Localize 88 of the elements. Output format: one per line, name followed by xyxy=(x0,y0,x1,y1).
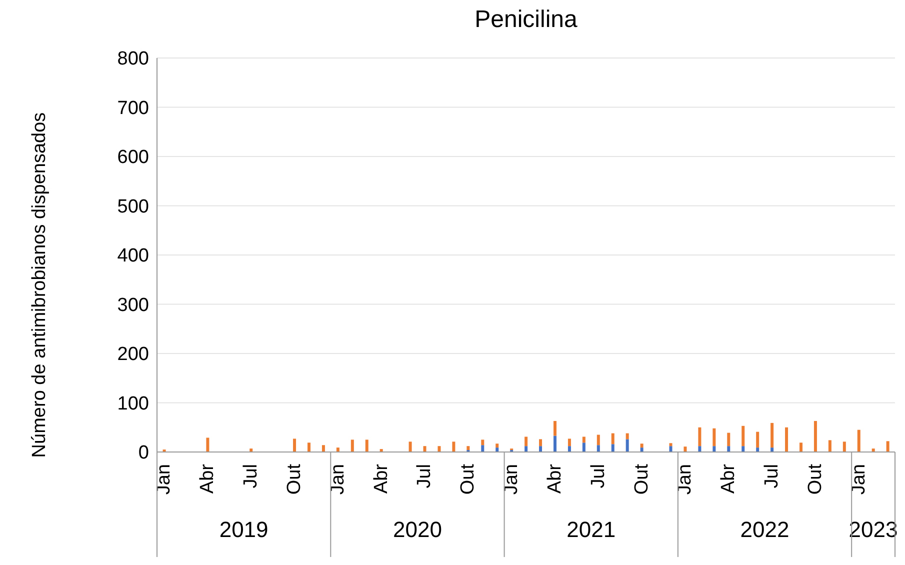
bar xyxy=(770,422,774,448)
bar xyxy=(799,442,802,452)
bar xyxy=(684,446,687,452)
bar xyxy=(336,448,340,452)
text: 2019 xyxy=(219,517,268,543)
bar xyxy=(669,446,672,452)
x-tick-label: Abr xyxy=(544,463,566,494)
bar xyxy=(828,440,832,452)
bar xyxy=(481,445,484,452)
bar xyxy=(496,444,499,448)
x-tick-label: Jan xyxy=(327,464,348,495)
bar xyxy=(640,444,644,448)
x-tick-label: Jan xyxy=(848,464,870,495)
bar xyxy=(626,433,629,440)
bar xyxy=(727,446,730,452)
bar xyxy=(582,442,586,452)
y-tick-label: 800 xyxy=(117,48,149,70)
text: 2020 xyxy=(392,517,442,543)
bar xyxy=(742,426,745,446)
bar xyxy=(568,446,571,452)
bar xyxy=(886,441,890,452)
bar xyxy=(582,436,586,443)
bar xyxy=(568,438,571,446)
x-tick-label: Abr xyxy=(370,463,392,494)
x-tick-label: Out xyxy=(804,463,826,495)
bar xyxy=(481,440,484,446)
y-tick-label: 200 xyxy=(117,344,149,366)
bar xyxy=(611,433,614,444)
x-tick-label: Abr xyxy=(197,463,218,494)
bar xyxy=(842,442,846,452)
bar xyxy=(596,445,600,452)
bar xyxy=(350,440,354,452)
y-tick-label: 700 xyxy=(117,98,149,119)
x-tick-label: Jul xyxy=(762,464,782,488)
x-tick-label: Jan xyxy=(674,464,696,495)
x-tick-label: Jan xyxy=(154,464,175,495)
bar xyxy=(438,446,441,452)
y-tick-label: 600 xyxy=(117,147,149,168)
bar xyxy=(596,434,600,446)
bar xyxy=(698,427,702,446)
y-tick-label: 100 xyxy=(117,393,149,414)
y-tick-label: 500 xyxy=(117,196,149,218)
chart-title: Penicilina xyxy=(474,6,578,34)
bar xyxy=(307,442,310,452)
x-tick-label: Jul xyxy=(588,464,609,488)
bar xyxy=(322,445,325,452)
bar xyxy=(626,439,629,452)
bar xyxy=(553,436,556,452)
bar xyxy=(408,442,412,452)
y-tick-label: 300 xyxy=(117,294,149,316)
bar xyxy=(814,420,817,452)
bar xyxy=(698,446,702,452)
bar xyxy=(293,438,296,452)
bar xyxy=(756,448,760,452)
bar xyxy=(727,432,730,446)
bar xyxy=(452,442,456,452)
x-tick-label: Jul xyxy=(414,464,436,488)
bar xyxy=(365,440,368,452)
bar xyxy=(742,446,745,452)
bar xyxy=(785,427,788,452)
bar xyxy=(206,438,210,452)
text: 2021 xyxy=(566,517,616,543)
x-tick-label: Jan xyxy=(501,464,522,495)
x-tick-label: Out xyxy=(631,463,652,495)
bar xyxy=(770,448,774,452)
bar xyxy=(524,436,528,446)
x-tick-label: Out xyxy=(284,463,305,495)
bar xyxy=(539,446,542,452)
y-tick-label: 400 xyxy=(117,246,149,267)
bar xyxy=(466,446,470,450)
bar xyxy=(611,444,614,452)
bar xyxy=(423,446,426,452)
bar xyxy=(553,420,556,436)
bar xyxy=(756,432,760,448)
bar xyxy=(496,448,499,452)
bar xyxy=(712,446,716,452)
x-tick-label: Jul xyxy=(240,464,262,488)
bar xyxy=(524,446,528,452)
x-tick-label: Abr xyxy=(718,463,740,494)
x-tick-label: Out xyxy=(458,463,479,495)
bar xyxy=(712,428,716,446)
y-tick-label: 0 xyxy=(138,442,149,464)
bar xyxy=(539,439,542,446)
bar xyxy=(857,430,860,452)
y-axis-title: Número de antimibrobianos dispensados xyxy=(29,112,51,458)
bar xyxy=(640,448,644,452)
bar xyxy=(669,443,672,446)
text: 2022 xyxy=(740,517,790,543)
